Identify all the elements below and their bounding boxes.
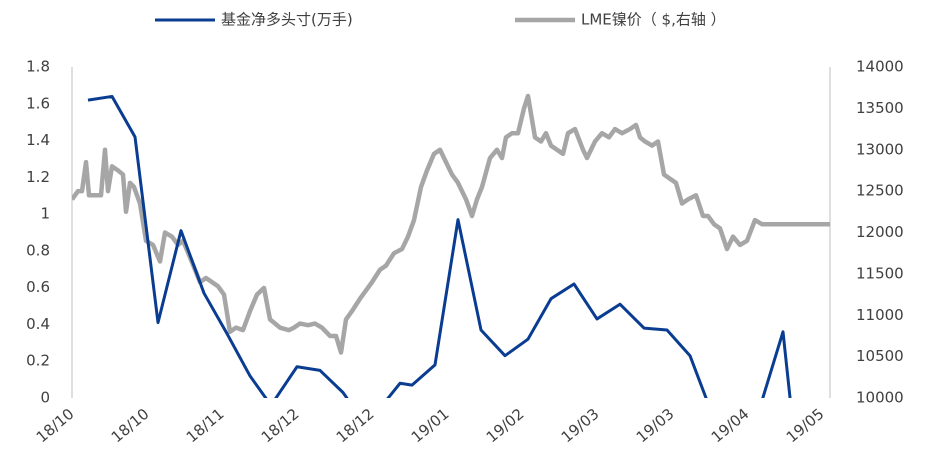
y-tick-label: 0.2 (26, 352, 50, 370)
y2-tick-label: 11500 (856, 264, 904, 282)
y-tick-label: 0.4 (26, 315, 50, 333)
x-tick-label: 18/10 (108, 405, 153, 447)
x-tick-label: 19/03 (558, 405, 603, 447)
y2-tick-label: 12000 (856, 223, 904, 241)
y2-tick-label: 14000 (856, 58, 904, 76)
x-tick-label: 18/12 (258, 405, 303, 447)
y-tick-label: 0 (40, 389, 50, 407)
legend-label: LME镍价（ $,右轴 ） (581, 11, 726, 29)
y-tick-label: 1 (40, 205, 50, 223)
x-tick-label: 19/02 (483, 405, 528, 447)
legend-label: 基金净多头寸(万手) (221, 11, 353, 29)
y-tick-label: 1.8 (26, 58, 50, 76)
y-tick-label: 0.8 (26, 241, 50, 259)
x-tick-label: 19/03 (633, 405, 678, 447)
y-tick-label: 1.4 (26, 131, 50, 149)
y-tick-label: 1.6 (26, 94, 50, 112)
series-line (72, 93, 830, 355)
y-tick-label: 1.2 (26, 168, 50, 186)
series-line (87, 94, 792, 398)
x-tick-label: 18/11 (183, 405, 228, 447)
plot-area (72, 93, 830, 398)
x-tick-label: 19/05 (783, 405, 828, 447)
y2-tick-label: 13000 (856, 140, 904, 158)
x-tick-label: 18/12 (333, 405, 378, 447)
y2-tick-label: 11000 (856, 306, 904, 324)
y-tick-label: 0.6 (26, 278, 50, 296)
y2-tick-label: 10000 (856, 389, 904, 407)
y2-tick-label: 12500 (856, 182, 904, 200)
x-tick-label: 19/01 (408, 405, 453, 447)
x-tick-label: 19/04 (708, 405, 753, 447)
y2-tick-label: 10500 (856, 347, 904, 365)
y2-tick-label: 13500 (856, 99, 904, 117)
x-tick-label: 18/10 (33, 405, 78, 447)
